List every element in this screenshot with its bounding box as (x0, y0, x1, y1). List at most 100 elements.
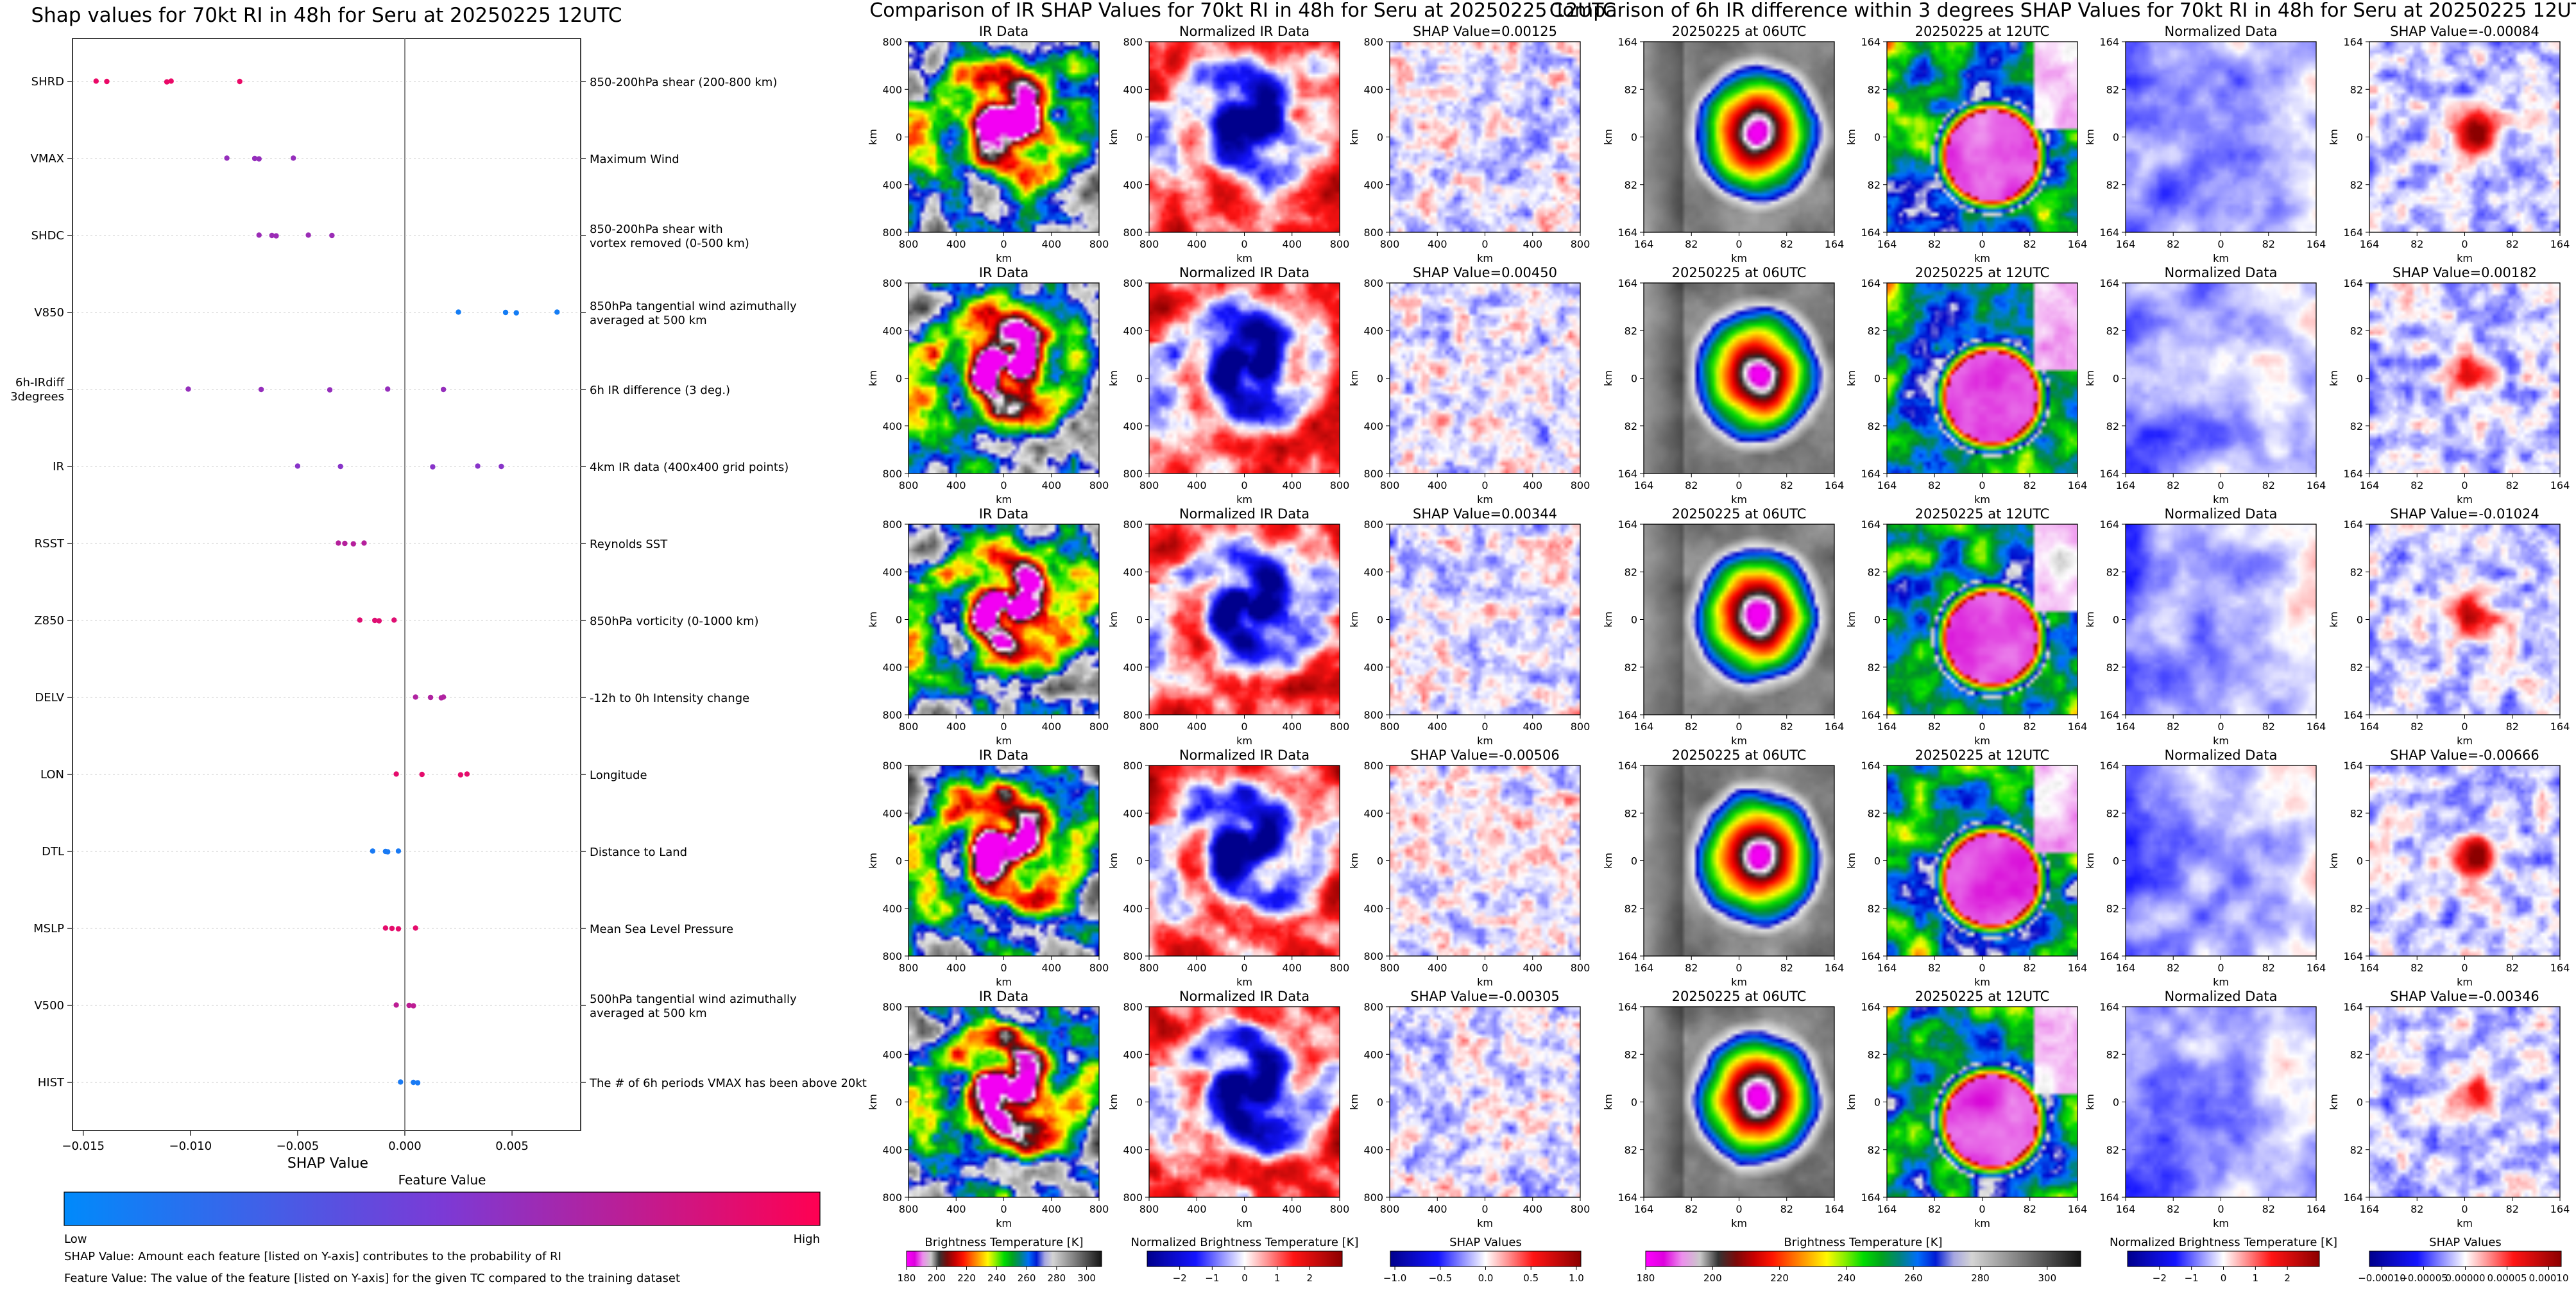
shap-point (475, 463, 481, 469)
panel-x-tick-label: 82 (1780, 238, 1793, 250)
panel-y-tick-label: 82 (2106, 1144, 2119, 1156)
panel-x-axis-label: km (1477, 735, 1493, 747)
panel-title: Normalized Data (2165, 506, 2278, 522)
panel-y-tick-label: 0 (1377, 373, 1383, 385)
panel-x-tick-label: 0 (1481, 238, 1488, 250)
panel-y-tick-label: 164 (1617, 760, 1637, 772)
panel-x-tick-label: 0 (1736, 1203, 1742, 1215)
shap-point (393, 1002, 399, 1008)
panel-x-tick-label: 400 (1282, 238, 1302, 250)
panel-y-tick-label: 0 (2113, 373, 2119, 385)
panel-x-tick-label: 800 (1139, 479, 1159, 491)
panel-y-tick-label: 164 (1617, 277, 1637, 289)
panel-title: Normalized IR Data (1179, 989, 1309, 1004)
panel-title: Normalized Data (2165, 265, 2278, 280)
panel-y-tick-label: 164 (1617, 468, 1637, 480)
panel-y-axis-label: km (867, 129, 879, 145)
shap-point (294, 463, 301, 469)
panel-x-tick-label: 164 (2550, 962, 2570, 974)
x-tick-label: −0.010 (169, 1140, 212, 1153)
panel-y-tick-label: 164 (1861, 226, 1881, 239)
panel-y-axis-label: km (1348, 853, 1360, 869)
panel-y-tick-label: 164 (2343, 1001, 2363, 1013)
panel-x-tick-label: 800 (1380, 721, 1400, 733)
panel-x-tick-label: 400 (1187, 962, 1207, 974)
panel-y-tick-label: 0 (2357, 132, 2363, 144)
panel-title: SHAP Value=0.00344 (1413, 506, 1557, 522)
panel-x-axis-label: km (1974, 493, 1990, 506)
panel-x-tick-label: 82 (2410, 479, 2423, 491)
panel-y-tick-label: 0 (2357, 373, 2363, 385)
panel-y-tick-label: 164 (1617, 226, 1637, 239)
panel-x-tick-label: 0 (2217, 238, 2224, 250)
shap-point (440, 694, 447, 700)
panel-y-tick-label: 164 (1617, 36, 1637, 48)
panel-x-axis-label: km (996, 976, 1012, 988)
panel-x-tick-label: 400 (1428, 479, 1447, 491)
panel-x-tick-label: 0 (2461, 962, 2468, 974)
panel-y-tick-label: 82 (2106, 662, 2119, 674)
panel-x-tick-label: 800 (1139, 962, 1159, 974)
colorbar-tick-label: −1.0 (1383, 1272, 1406, 1284)
colorbar-tick-label: 240 (987, 1272, 1006, 1284)
panel-y-tick-label: 800 (1363, 277, 1383, 289)
panel-y-axis-label: km (2084, 611, 2096, 627)
shap-point (419, 771, 425, 778)
panel-x-tick-label: 0 (2217, 1203, 2224, 1215)
shap-point (237, 78, 243, 85)
panel-x-tick-label: 82 (2262, 479, 2275, 491)
shap-point (502, 309, 509, 316)
panel-y-tick-label: 0 (2113, 855, 2119, 867)
panel-x-tick-label: 0 (2461, 238, 2468, 250)
panel-x-tick-label: 400 (1041, 1203, 1061, 1215)
panel-y-tick-label: 82 (1625, 325, 1637, 337)
panel-y-tick-label: 800 (882, 518, 902, 531)
shap-point (273, 233, 279, 239)
panel-y-tick-label: 164 (1617, 518, 1637, 531)
x-tick-label: 0.005 (495, 1140, 529, 1153)
feature-description: Longitude (590, 769, 647, 782)
panel-y-tick-label: 400 (1123, 1048, 1143, 1061)
panel-x-tick-label: 82 (2506, 721, 2519, 733)
panel-x-tick-label: 400 (946, 479, 966, 491)
colorbar (2127, 1251, 2320, 1267)
shap-point (464, 771, 470, 777)
panel-x-tick-label: 400 (946, 962, 966, 974)
panel-x-tick-label: 82 (2167, 1203, 2179, 1215)
panel-x-tick-label: 0 (1979, 962, 1985, 974)
panel-y-tick-label: 0 (2113, 614, 2119, 626)
panel-x-tick-label: 800 (1089, 479, 1109, 491)
panel-x-tick-label: 164 (2116, 721, 2136, 733)
panel-x-axis-label: km (996, 1217, 1012, 1229)
panel-y-tick-label: 400 (882, 903, 902, 915)
panel-y-tick-label: 82 (2350, 1144, 2363, 1156)
ir-panel (908, 42, 1099, 232)
panel-x-tick-label: 400 (1428, 1203, 1447, 1215)
colorbar-tick-label: −1 (2185, 1272, 2199, 1284)
panel-y-tick-label: 82 (1868, 662, 1881, 674)
panel-x-tick-label: 82 (1685, 721, 1698, 733)
feature-description: -12h to 0h Intensity change (590, 692, 749, 705)
panel-x-tick-label: 164 (2116, 962, 2136, 974)
norm-panel (1149, 42, 1340, 232)
shap-point (457, 772, 464, 778)
panel-y-tick-label: 82 (2106, 325, 2119, 337)
panel-y-tick-label: 400 (1123, 325, 1143, 337)
panel-y-tick-label: 800 (1363, 760, 1383, 772)
panel-y-tick-label: 82 (1868, 903, 1881, 915)
panel-x-tick-label: 82 (2167, 238, 2179, 250)
colorbar-tick-label: −0.00005 (2400, 1272, 2448, 1284)
colorbar-tick-label: −0.5 (1429, 1272, 1452, 1284)
panel-x-tick-label: 82 (2506, 479, 2519, 491)
colorbar-tick-label: 300 (2038, 1272, 2057, 1284)
shap-panel (1390, 283, 1580, 474)
panel-x-tick-label: 164 (1877, 238, 1897, 250)
colorbar-title: SHAP Values (2429, 1236, 2502, 1249)
panel-x-tick-label: 164 (2307, 721, 2326, 733)
shap-point (414, 1080, 421, 1086)
ir06-panel (1644, 765, 1834, 956)
panel-x-tick-label: 800 (899, 238, 919, 250)
panel-x-tick-label: 164 (1634, 1203, 1654, 1215)
panel-x-tick-label: 164 (2360, 1203, 2380, 1215)
colorbar-tick-label: 200 (927, 1272, 946, 1284)
